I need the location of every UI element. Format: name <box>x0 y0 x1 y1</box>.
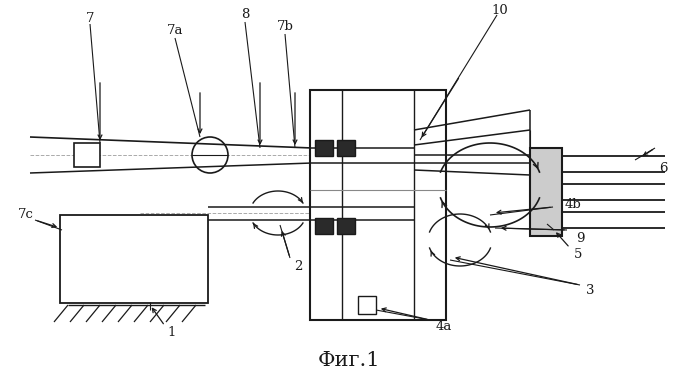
Bar <box>310 90 446 320</box>
Text: 10: 10 <box>491 3 508 17</box>
Text: 7c: 7c <box>18 207 34 221</box>
Text: 1: 1 <box>168 326 176 338</box>
Text: 2: 2 <box>294 260 302 273</box>
Text: 7: 7 <box>86 11 94 25</box>
Bar <box>337 218 355 234</box>
Text: Фиг.1: Фиг.1 <box>318 351 380 370</box>
Text: 5: 5 <box>574 247 582 260</box>
Bar <box>315 218 333 234</box>
Text: 9: 9 <box>576 232 584 244</box>
Text: 4a: 4a <box>436 319 452 332</box>
Text: 7a: 7a <box>167 23 184 36</box>
Bar <box>337 140 355 156</box>
Text: 6: 6 <box>659 161 667 174</box>
Bar <box>358 296 376 314</box>
Text: 8: 8 <box>241 8 249 22</box>
Bar <box>74 143 100 167</box>
Bar <box>315 140 333 156</box>
Bar <box>60 215 208 303</box>
Bar <box>530 148 562 236</box>
Text: 7b: 7b <box>276 19 293 33</box>
Text: 4b: 4b <box>565 197 581 210</box>
Text: 3: 3 <box>586 283 594 296</box>
